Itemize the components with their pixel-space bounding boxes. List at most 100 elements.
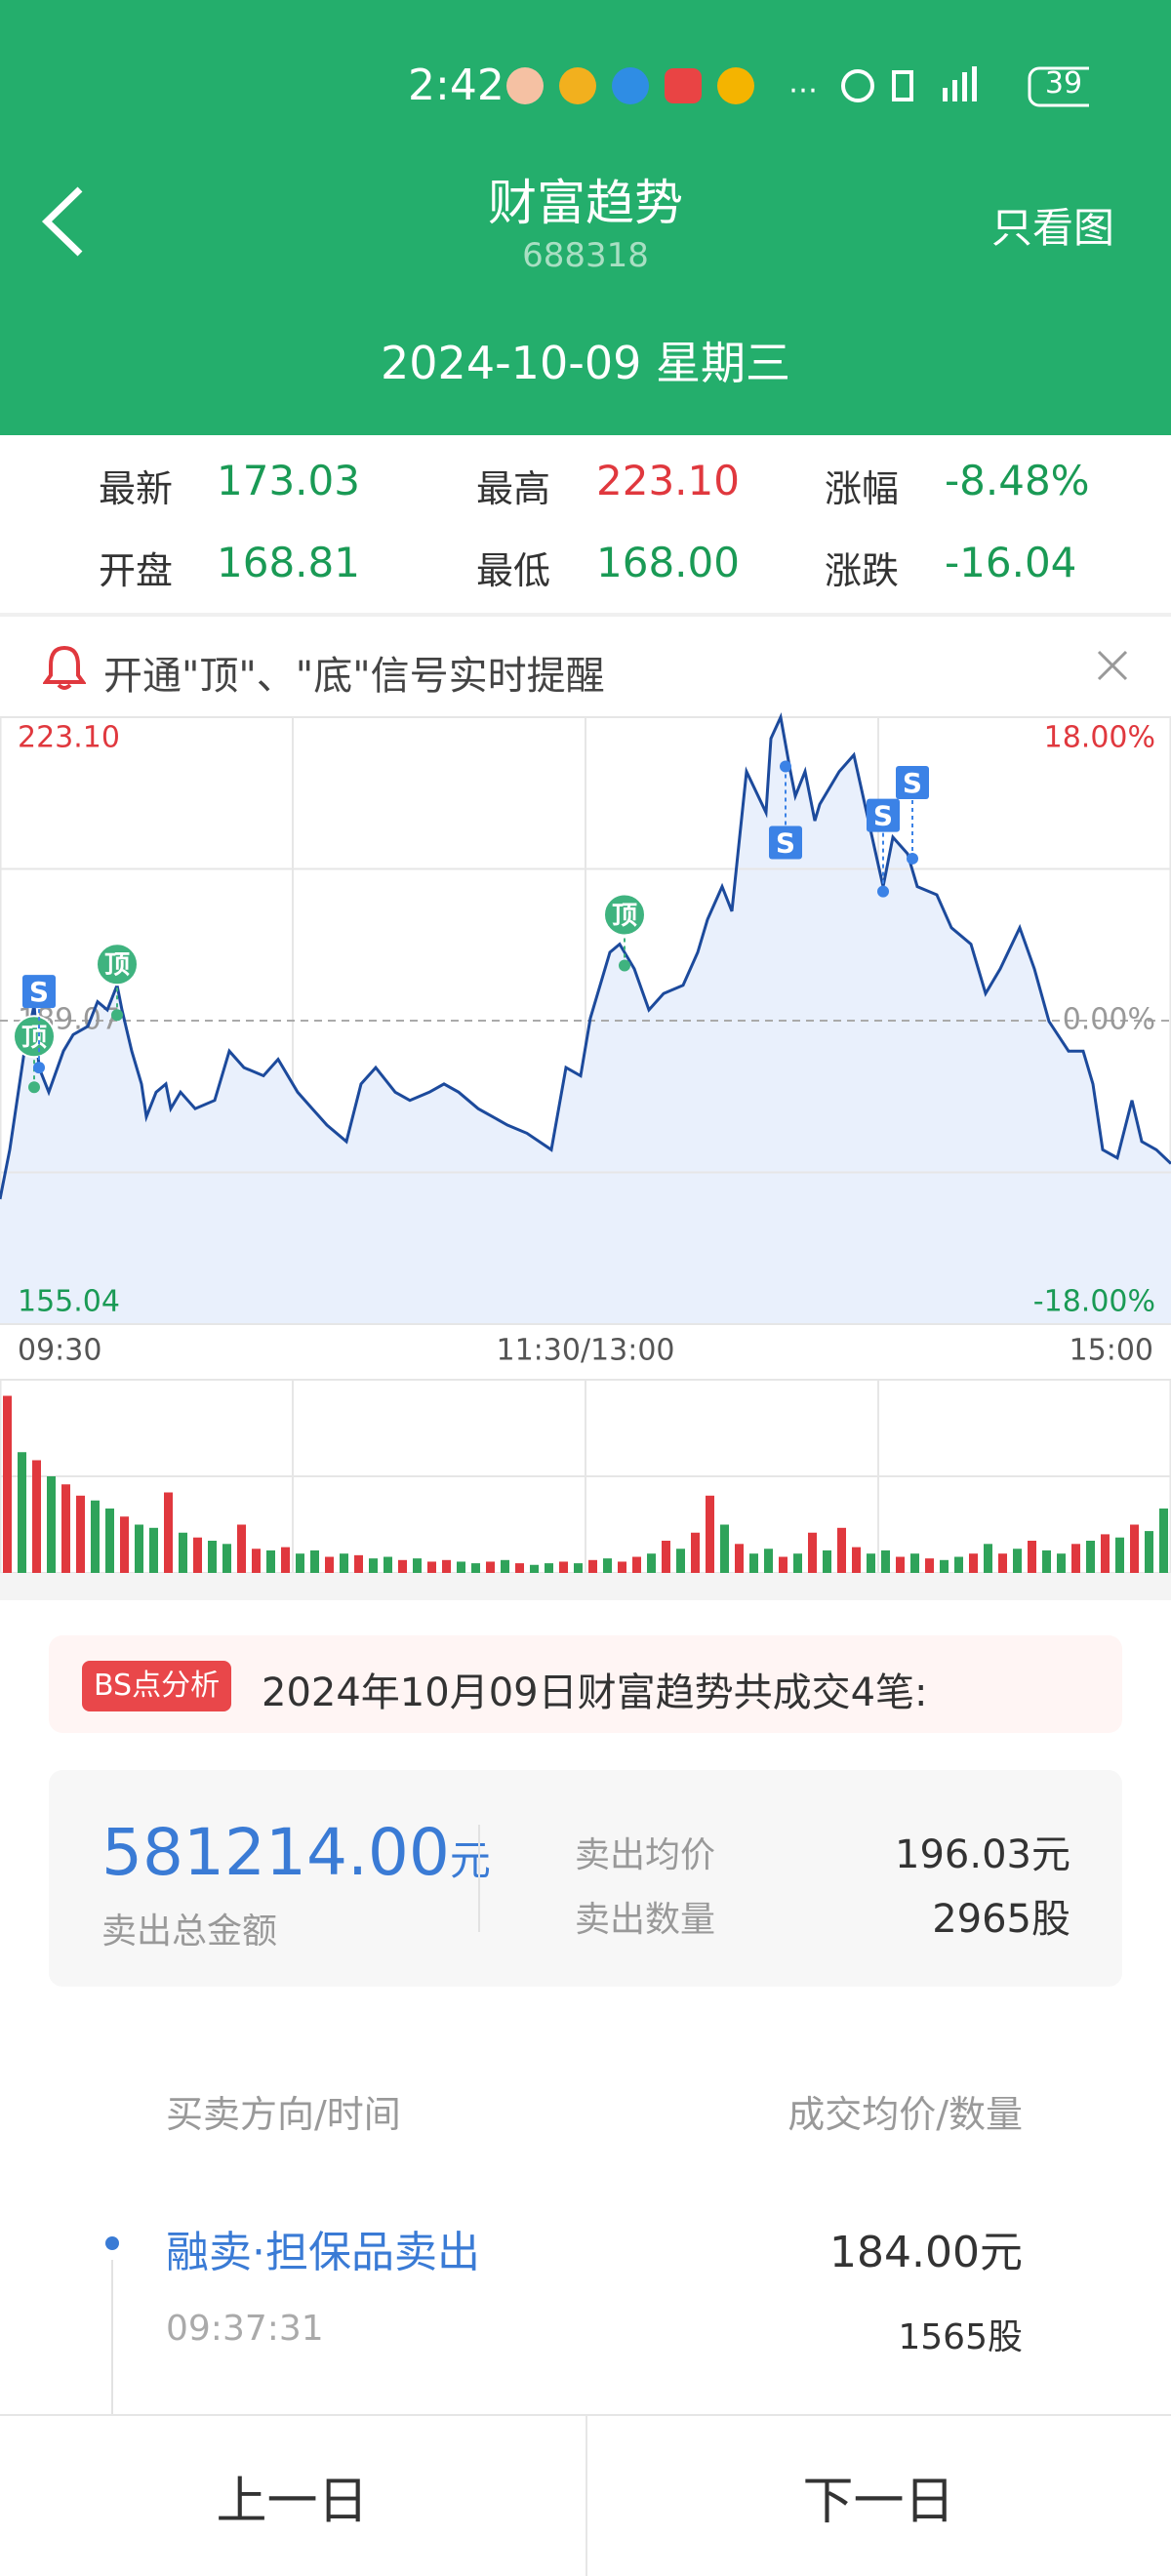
next-day-button[interactable]: 下一日: [802, 2472, 955, 2531]
volume-bar: [793, 1553, 802, 1573]
volume-bar: [149, 1527, 158, 1573]
volume-bar: [720, 1524, 729, 1573]
signal-label: S: [29, 976, 49, 1008]
volume-bar: [47, 1476, 56, 1573]
volume-bar: [837, 1527, 846, 1573]
signal-box: [769, 825, 802, 860]
chart-only-button[interactable]: 只看图: [991, 204, 1115, 252]
signal-badge: [13, 1015, 56, 1059]
quote-label: 最低: [476, 549, 551, 592]
intraday-chart: 223.10189.07155.0418.00%0.00%-18.00%09:3…: [0, 712, 1171, 1600]
section-gap: [0, 1573, 1171, 1600]
sell-amount: 581214.00元: [101, 1815, 491, 1890]
volume-bar: [1071, 1544, 1080, 1573]
signal-point: [907, 852, 918, 865]
timeline-dot: [105, 2236, 119, 2250]
x-tick-label: 09:30: [18, 1334, 101, 1368]
signal-box: [896, 765, 929, 799]
volume-bar: [91, 1500, 100, 1573]
volume-bar: [369, 1558, 378, 1573]
quote-label: 开盘: [99, 549, 174, 592]
volume-bar: [442, 1559, 451, 1573]
table-header: 成交均价/数量: [787, 2093, 1023, 2136]
signal-box: [867, 798, 900, 832]
volume-bar: [998, 1553, 1007, 1573]
volume-bar: [61, 1484, 70, 1573]
signal-label: S: [873, 800, 893, 832]
volume-bar: [18, 1452, 26, 1573]
signal-label: 顶: [104, 951, 130, 981]
volume-bar: [954, 1556, 963, 1573]
volume-bar: [1101, 1534, 1110, 1573]
trade-quantity: 1565股: [898, 2317, 1023, 2357]
quote-value: -16.04: [945, 539, 1077, 586]
status-time: 2:42: [408, 60, 505, 110]
volume-bar: [266, 1550, 275, 1573]
stock-code: 688318: [522, 236, 649, 275]
quote-value: 223.10: [596, 457, 740, 504]
volume-bar: [281, 1547, 290, 1573]
volume-bar: [706, 1495, 714, 1573]
prev-day-button[interactable]: 上一日: [216, 2472, 369, 2531]
analysis-tag: BS点分析: [82, 1661, 232, 1711]
divider: [478, 1825, 480, 1932]
volume-bar: [1057, 1553, 1066, 1573]
volume-bar: [237, 1524, 246, 1573]
header-bar: 2:42 … 39 财富趋势 688318 只看图 2024-10-09 星期三: [0, 0, 1171, 435]
volume-bar: [691, 1532, 700, 1573]
volume-bar: [1145, 1531, 1153, 1573]
volume-bar: [1013, 1549, 1022, 1573]
signal-badge: [96, 943, 139, 986]
y2-tick-label: -18.00%: [1033, 1285, 1155, 1319]
amount-label: 卖出总金额: [101, 1912, 278, 1952]
trade-direction: 融卖·担保品卖出: [166, 2228, 480, 2277]
amount-unit: 元: [449, 1836, 491, 1884]
signal-point: [28, 1081, 40, 1094]
volume-bar: [969, 1553, 978, 1573]
signal-badge: [603, 893, 646, 937]
signal-label: 顶: [21, 1024, 47, 1053]
volume-bar: [559, 1561, 568, 1573]
back-button[interactable]: [39, 185, 88, 258]
volume-bar: [749, 1553, 758, 1573]
volume-bar: [1115, 1537, 1124, 1573]
summary-card: 581214.00元 卖出总金额 卖出均价 196.03元 卖出数量 2965股: [49, 1770, 1122, 1987]
signal-point: [33, 1062, 45, 1074]
alert-text[interactable]: 开通"顶"、"底"信号实时提醒: [103, 654, 605, 699]
volume-bar: [852, 1547, 861, 1573]
close-icon[interactable]: [1095, 648, 1130, 683]
volume-bar: [808, 1532, 817, 1573]
quote-label: 涨跌: [825, 549, 900, 592]
volume-bar: [823, 1550, 831, 1573]
volume-bar: [515, 1563, 524, 1573]
volume-bar: [779, 1556, 787, 1573]
volume-bar: [427, 1561, 436, 1573]
battery-level: 39: [1044, 66, 1083, 101]
volume-bar: [486, 1561, 495, 1573]
quote-label: 涨幅: [825, 467, 900, 510]
footer-border: [0, 2414, 1171, 2416]
volume-bar: [501, 1559, 509, 1573]
x-tick-label: 11:30/13:00: [496, 1334, 674, 1368]
quote-value: 168.81: [217, 539, 360, 586]
quote-label: 最新: [99, 467, 174, 510]
y-tick-label: 223.10: [18, 721, 120, 755]
volume-bar: [545, 1563, 553, 1573]
volume-bar: [1086, 1541, 1095, 1573]
quote-label: 最高: [476, 467, 551, 510]
signal-label: 顶: [612, 902, 637, 931]
volume-bar: [222, 1544, 231, 1573]
quote-value: -8.48%: [945, 457, 1090, 504]
volume-bar: [764, 1549, 773, 1573]
page-title: 财富趋势: [488, 175, 683, 231]
signal-point: [111, 1009, 123, 1022]
volume-bar: [179, 1532, 187, 1573]
divider: [0, 613, 1171, 617]
volume-bar: [310, 1550, 319, 1573]
volume-bar: [530, 1564, 539, 1573]
volume-bar: [735, 1544, 744, 1573]
volume-bar: [76, 1495, 85, 1573]
volume-bar: [588, 1559, 597, 1573]
volume-bar: [647, 1553, 656, 1573]
volume-bar: [632, 1556, 641, 1573]
